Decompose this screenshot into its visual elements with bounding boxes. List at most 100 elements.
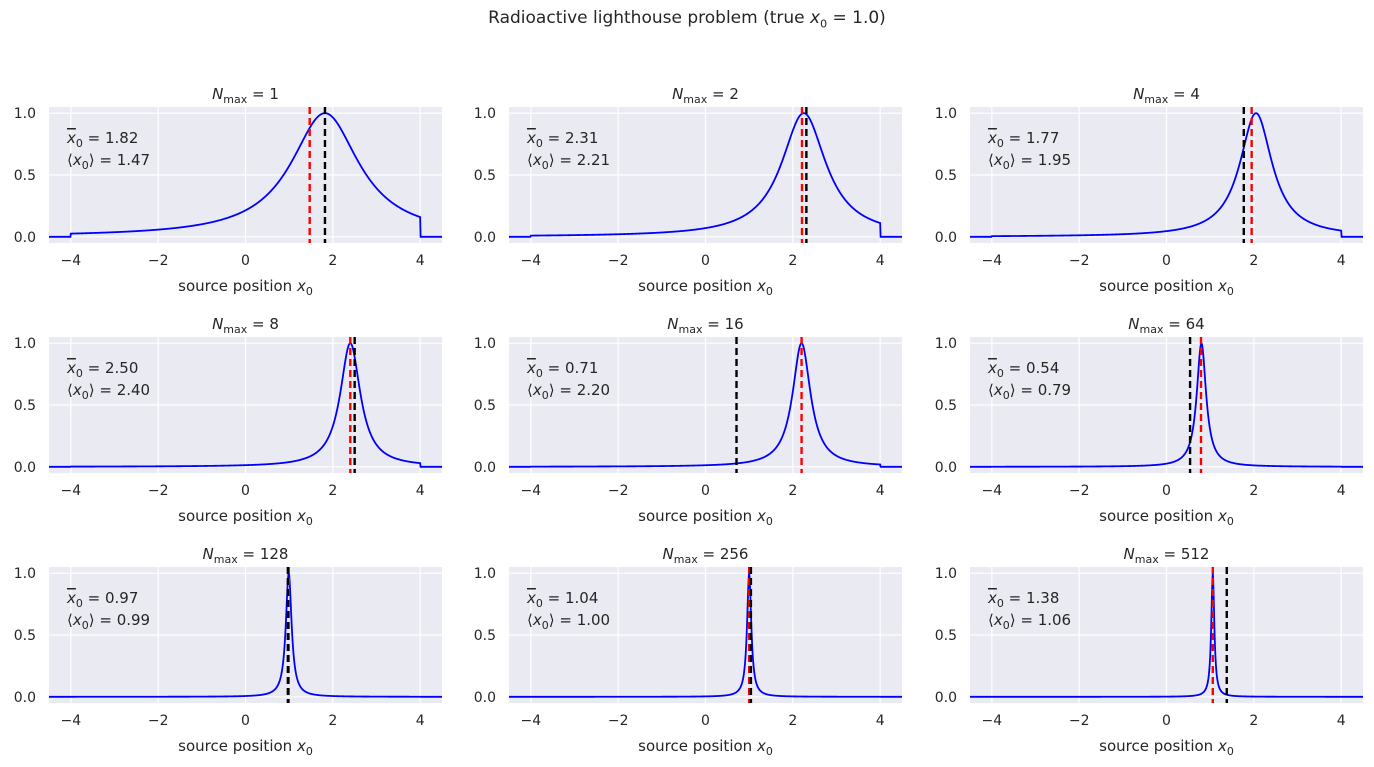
y-tick-label: 0.0 <box>474 690 496 706</box>
x-tick-label: 2 <box>1249 713 1258 729</box>
panel-title: Nmax = 64 <box>1128 315 1204 336</box>
x-tick-label: −2 <box>608 483 629 499</box>
y-tick-label: 0.5 <box>935 168 957 184</box>
figure-title-var: x <box>810 8 821 28</box>
panel-16: Nmax = 16 −4 −2 0 2 4 0.0 0.5 1.0 source position… <box>474 315 902 528</box>
x-tick-label: 2 <box>1249 253 1258 269</box>
sample-mean-annotation: x0 = 1.38 <box>987 589 1059 610</box>
x-tick-label: 0 <box>241 483 250 499</box>
posterior-curve <box>509 342 902 468</box>
panel-4: Nmax = 4 −4 −2 0 2 4 0.0 0.5 1.0 source position … <box>935 85 1363 298</box>
x-tick-label: 2 <box>328 713 337 729</box>
x-tick-label: −2 <box>148 713 169 729</box>
y-tick-label: 0.0 <box>474 460 496 476</box>
y-tick-label: 0.5 <box>474 168 496 184</box>
x-tick-label: 4 <box>416 253 425 269</box>
x-tick-label: −2 <box>1069 713 1090 729</box>
x-axis-label: source position x0 <box>1099 277 1234 298</box>
posterior-curve <box>970 112 1363 238</box>
x-tick-label: 4 <box>876 483 885 499</box>
panel-title: Nmax = 16 <box>667 315 743 336</box>
figure-title-prefix: Radioactive lighthouse problem (true <box>488 8 811 28</box>
x-axis-label: source position x0 <box>638 737 773 758</box>
expectation-annotation: ⟨x0⟩ = 0.99 <box>67 611 150 632</box>
y-tick-label: 0.0 <box>474 230 496 246</box>
x-tick-label: −2 <box>148 483 169 499</box>
x-tick-label: 2 <box>788 713 797 729</box>
expectation-annotation: ⟨x0⟩ = 2.20 <box>527 381 610 402</box>
expectation-annotation: ⟨x0⟩ = 1.06 <box>988 611 1071 632</box>
x-tick-label: −2 <box>1069 253 1090 269</box>
sample-mean-annotation: x0 = 1.04 <box>526 589 598 610</box>
x-tick-label: 2 <box>788 253 797 269</box>
sample-mean-annotation: x0 = 2.50 <box>66 359 138 380</box>
sample-mean-annotation: x0 = 0.71 <box>526 359 598 380</box>
x-tick-label: 0 <box>701 253 710 269</box>
x-tick-label: −2 <box>148 253 169 269</box>
x-tick-label: 0 <box>241 713 250 729</box>
y-tick-label: 0.5 <box>474 628 496 644</box>
posterior-curve <box>509 112 902 238</box>
y-tick-label: 1.0 <box>14 106 36 122</box>
sample-mean-annotation: x0 = 0.97 <box>66 589 138 610</box>
figure-title-suffix: = 1.0) <box>827 8 886 28</box>
expectation-annotation: ⟨x0⟩ = 0.79 <box>988 381 1071 402</box>
y-tick-label: 0.5 <box>14 398 36 414</box>
x-tick-label: −4 <box>521 483 542 499</box>
y-tick-label: 0.5 <box>474 398 496 414</box>
x-tick-label: 2 <box>328 483 337 499</box>
figure-title-sub: 0 <box>820 17 828 31</box>
x-tick-label: −4 <box>61 483 82 499</box>
panel-title: Nmax = 2 <box>672 85 739 106</box>
x-axis-label: source position x0 <box>1099 737 1234 758</box>
x-tick-label: −2 <box>608 253 629 269</box>
y-tick-label: 0.5 <box>935 628 957 644</box>
panel-title: Nmax = 128 <box>203 545 289 566</box>
panel-128: Nmax = 128 −4 −2 0 2 4 0.0 0.5 1.0 source positio… <box>14 545 442 758</box>
x-tick-label: 0 <box>1162 253 1171 269</box>
y-tick-label: 0.5 <box>14 628 36 644</box>
x-tick-label: −4 <box>982 253 1003 269</box>
expectation-annotation: ⟨x0⟩ = 1.47 <box>67 151 150 172</box>
expectation-annotation: ⟨x0⟩ = 2.21 <box>527 151 610 172</box>
x-axis-label: source position x0 <box>1099 507 1234 528</box>
x-tick-label: 2 <box>788 483 797 499</box>
x-tick-label: −4 <box>61 713 82 729</box>
expectation-annotation: ⟨x0⟩ = 2.40 <box>67 381 150 402</box>
x-tick-label: −4 <box>61 253 82 269</box>
panel-2: Nmax = 2 −4 −2 0 2 4 0.0 0.5 1.0 source position … <box>474 85 902 298</box>
sample-mean-annotation: x0 = 1.82 <box>66 129 138 150</box>
panel-64: Nmax = 64 −4 −2 0 2 4 0.0 0.5 1.0 source position… <box>935 315 1363 528</box>
y-tick-label: 1.0 <box>474 336 496 352</box>
figure-title: Radioactive lighthouse problem (true x0 … <box>0 8 1374 30</box>
expectation-annotation: ⟨x0⟩ = 1.00 <box>527 611 610 632</box>
x-tick-label: −4 <box>521 253 542 269</box>
panel-title: Nmax = 4 <box>1133 85 1200 106</box>
sample-mean-annotation: x0 = 1.77 <box>987 129 1059 150</box>
posterior-curve <box>509 573 902 698</box>
x-axis-label: source position x0 <box>638 277 773 298</box>
y-tick-label: 1.0 <box>474 106 496 122</box>
posterior-curve <box>49 572 442 698</box>
x-tick-label: 2 <box>328 253 337 269</box>
y-tick-label: 0.5 <box>14 168 36 184</box>
panel-title: Nmax = 1 <box>212 85 279 106</box>
sample-mean-annotation: x0 = 2.31 <box>526 129 598 150</box>
x-axis-label: source position x0 <box>178 277 313 298</box>
y-tick-label: 0.0 <box>14 230 36 246</box>
y-tick-label: 1.0 <box>14 566 36 582</box>
panel-1: Nmax = 1 −4 −2 0 2 4 0.0 0.5 1.0 source position … <box>14 85 442 298</box>
x-tick-label: 0 <box>1162 713 1171 729</box>
posterior-curve <box>970 573 1363 698</box>
y-tick-label: 1.0 <box>14 336 36 352</box>
x-axis-label: source position x0 <box>178 737 313 758</box>
x-tick-label: −4 <box>982 713 1003 729</box>
x-tick-label: 4 <box>1337 253 1346 269</box>
panel-title: Nmax = 256 <box>663 545 749 566</box>
x-tick-label: 4 <box>876 253 885 269</box>
posterior-curve <box>970 341 1363 468</box>
x-tick-label: 4 <box>1337 483 1346 499</box>
x-axis-label: source position x0 <box>178 507 313 528</box>
